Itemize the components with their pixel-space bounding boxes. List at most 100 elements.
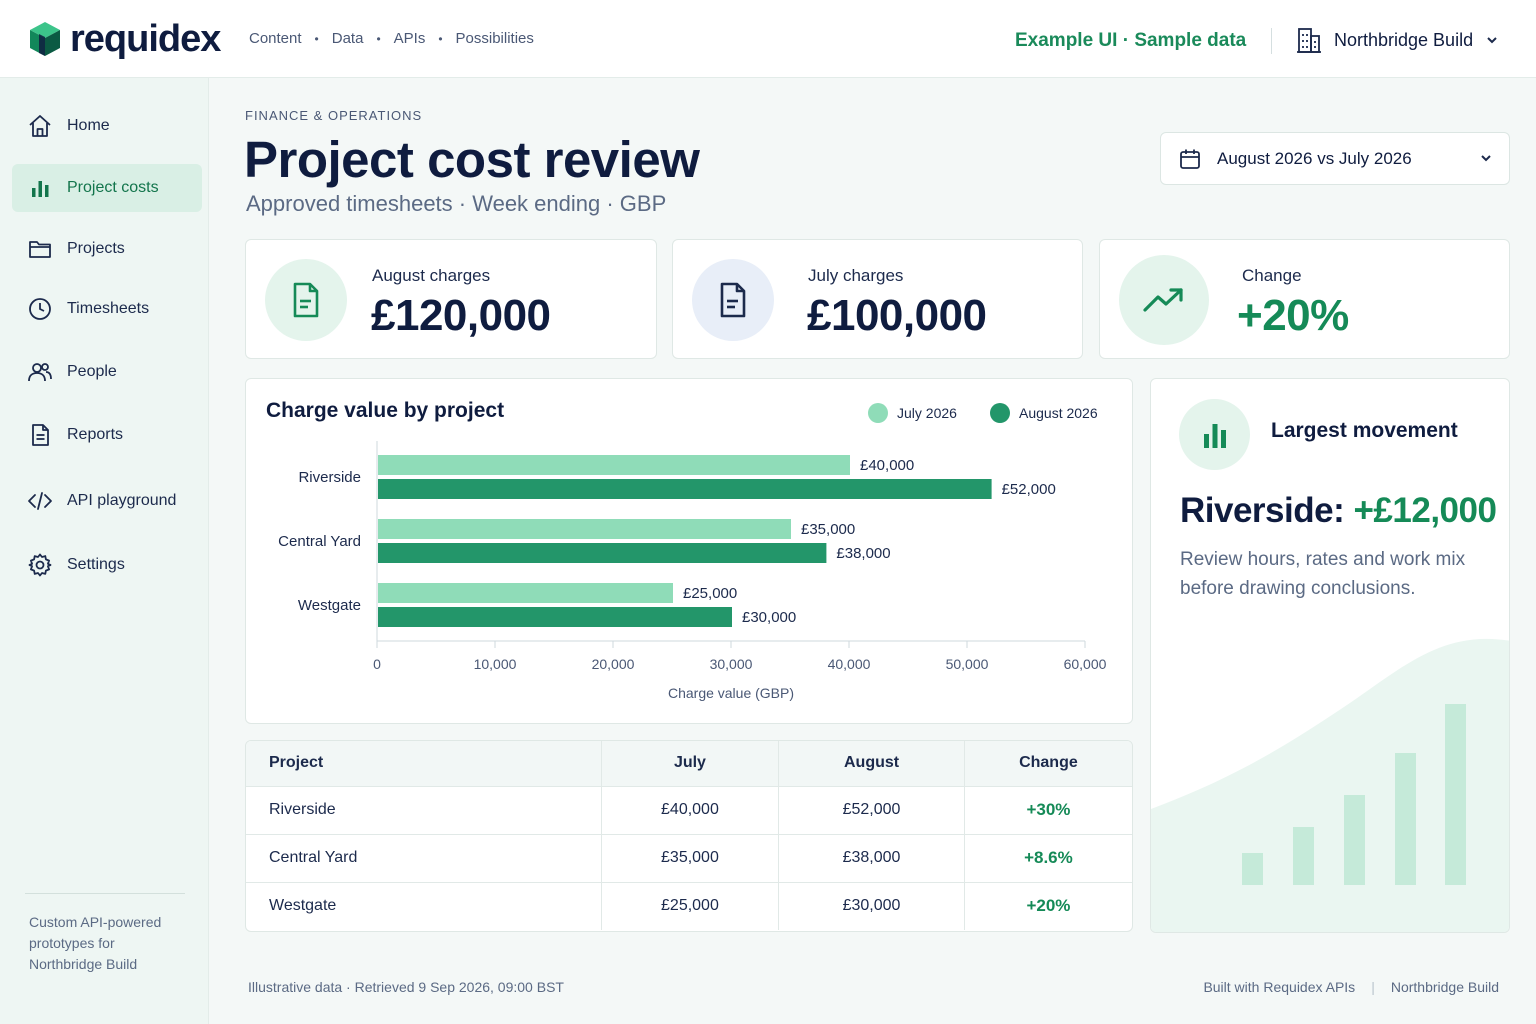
project-table: Project July August Change Riverside £40… (245, 740, 1133, 932)
x-tick-label: 20,000 (592, 656, 635, 672)
legend-label: August 2026 (1019, 405, 1098, 421)
kpi-value: £120,000 (371, 291, 551, 340)
bar-august (378, 543, 827, 563)
page-title: Project cost review (244, 131, 700, 188)
legend-swatch (868, 403, 888, 423)
bar-chart-icon (1203, 423, 1226, 448)
cell-change: +8.6% (964, 834, 1132, 883)
insight-icon-wrap (1179, 399, 1250, 470)
cell-july: £35,000 (601, 834, 780, 883)
top-bar: requidex Content • Data • APIs • Possibi… (0, 0, 1536, 78)
sidebar-item-label: API playground (67, 492, 177, 509)
footer-note: Illustrative data · Retrieved 9 Sep 2026… (248, 979, 564, 995)
cell-project: Riverside (246, 786, 602, 835)
column-header[interactable]: August (778, 741, 965, 787)
x-tick-label: 40,000 (828, 656, 871, 672)
cell-change: +20% (1026, 896, 1071, 916)
cell-project: Westgate (246, 882, 602, 930)
document-icon (32, 424, 49, 446)
legend-label: July 2026 (897, 405, 957, 421)
document-icon (293, 282, 319, 318)
building-icon (1297, 28, 1321, 53)
column-header[interactable]: Change (964, 741, 1132, 787)
column-header[interactable]: July (601, 741, 780, 787)
trend-up-icon (1143, 288, 1183, 312)
kpi-icon-wrap (1119, 255, 1209, 345)
insight-value: +£12,000 (1353, 491, 1497, 530)
period-select[interactable]: August 2026 vs July 2026 (1160, 132, 1510, 185)
cell-change: +30% (964, 786, 1132, 835)
legend-swatch (990, 403, 1010, 423)
clock-icon (29, 298, 51, 320)
header-divider (1271, 28, 1272, 54)
bar-value-label: £52,000 (1002, 481, 1056, 498)
cell-project: Central Yard (246, 834, 602, 883)
x-tick-label: 0 (373, 656, 381, 672)
org-switcher[interactable]: Northbridge Build (1296, 26, 1499, 54)
logo-cube-icon (30, 22, 60, 56)
sidebar-item-settings[interactable]: Settings (12, 541, 202, 589)
cell-august: £52,000 (778, 786, 965, 835)
sidebar-item-label: Timesheets (67, 300, 150, 317)
page-subtitle: Approved timesheets · Week ending · GBP (246, 191, 667, 216)
kpi-card-change: Change +20% (1099, 239, 1510, 359)
sidebar-item-timesheets[interactable]: Timesheets (12, 285, 202, 333)
footer-links: Built with Requidex APIs | Northbridge B… (1203, 979, 1499, 995)
chevron-down-icon (1487, 37, 1497, 44)
column-header[interactable]: Project (246, 741, 602, 787)
bar-july (378, 583, 673, 603)
topnav-possibilities[interactable]: Possibilities (455, 30, 534, 47)
bar-august (378, 479, 992, 499)
cell-august: £38,000 (778, 834, 965, 883)
topnav-data[interactable]: Data (331, 30, 364, 47)
footer-org[interactable]: Northbridge Build (1390, 979, 1499, 995)
sidebar-item-project-costs[interactable]: Project costs (12, 164, 202, 212)
x-tick-label: 60,000 (1064, 656, 1107, 672)
insight-headline: Riverside: +£12,000 (1180, 491, 1497, 531)
kpi-value: £100,000 (807, 291, 987, 340)
bar-july (378, 519, 791, 539)
cell-july: £40,000 (601, 786, 780, 835)
cell-july: £25,000 (601, 882, 780, 930)
sidebar-footer-note: Custom API-powered prototypes for Northb… (29, 914, 162, 972)
x-tick-label: 30,000 (710, 656, 753, 672)
x-tick-label: 50,000 (946, 656, 989, 672)
table-row[interactable]: Riverside £40,000 £52,000 +30% (246, 786, 1132, 835)
footer-built-with[interactable]: Built with Requidex APIs (1203, 979, 1356, 995)
topnav-apis[interactable]: APIs (393, 30, 426, 47)
bar-chart-icon (32, 181, 49, 197)
chart-card: Charge value by project July 2026 August… (245, 378, 1133, 724)
sidebar-item-label: Settings (67, 556, 125, 573)
code-icon (28, 492, 52, 510)
insight-title: Largest movement (1271, 419, 1458, 442)
sidebar-item-label: Project costs (67, 179, 159, 196)
sidebar-item-people[interactable]: People (12, 348, 202, 396)
bar-value-label: £38,000 (836, 545, 890, 562)
sidebar-item-label: Home (67, 117, 110, 134)
top-nav: Content • Data • APIs • Possibilities (249, 30, 534, 47)
brand-logo[interactable]: requidex (28, 20, 221, 58)
kpi-card-july: July charges £100,000 (672, 239, 1083, 359)
topnav-content[interactable]: Content (249, 30, 302, 47)
bar-july (378, 455, 850, 475)
chart-title: Charge value by project (266, 399, 505, 422)
kpi-value: +20% (1237, 291, 1349, 340)
calendar-icon (1180, 149, 1200, 169)
sidebar-item-api-playground[interactable]: API playground (12, 477, 202, 525)
org-name: Northbridge Build (1334, 29, 1474, 50)
x-axis-label: Charge value (GBP) (668, 685, 794, 701)
category-label: Central Yard (278, 533, 361, 550)
sidebar-item-projects[interactable]: Projects (12, 225, 202, 273)
example-ui-tag: Example UI · Sample data (1015, 30, 1247, 51)
page-eyebrow: FINANCE & OPERATIONS (245, 108, 423, 123)
legend-item-august: August 2026 (990, 403, 1098, 423)
sidebar-item-reports[interactable]: Reports (12, 411, 202, 459)
table-row[interactable]: Westgate £25,000 £30,000 +20% (246, 882, 1132, 930)
category-label: Westgate (298, 597, 361, 614)
kpi-label: July charges (808, 266, 904, 285)
period-value: August 2026 vs July 2026 (1217, 148, 1412, 168)
chevron-down-icon (1481, 155, 1491, 162)
kpi-label: Change (1242, 266, 1302, 285)
table-row[interactable]: Central Yard £35,000 £38,000 +8.6% (246, 834, 1132, 883)
sidebar-item-home[interactable]: Home (12, 102, 202, 150)
